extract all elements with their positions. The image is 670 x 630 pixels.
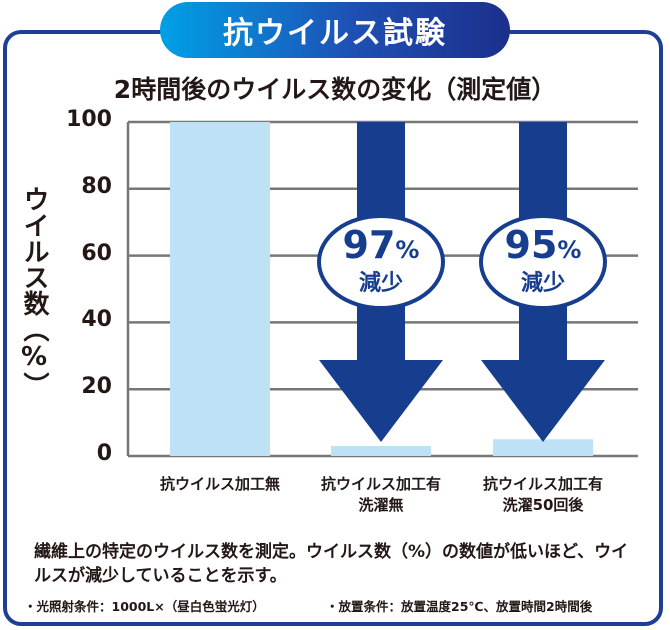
storage-condition: ・放置条件：放置温度25℃、放置時間2時間後	[326, 599, 593, 614]
y-tick-label: 40	[81, 307, 112, 333]
y-tick-label: 20	[81, 374, 112, 400]
x-category-label: 抗ウイルス加工有 洗濯無	[306, 474, 456, 516]
x-category-label: 抗ウイルス加工無	[145, 474, 295, 495]
title-badge: 抗ウイルス試験	[160, 2, 510, 58]
x-category-line: 抗ウイルス加工無	[159, 475, 280, 493]
footnote: 繊維上の特定のウイルス数を測定。ウイルス数（%）の数値が低いほど、ウイルスが減少…	[34, 542, 629, 586]
x-category-line: 抗ウイルス加工有	[320, 475, 441, 493]
y-tick-label: 80	[81, 173, 112, 199]
y-tick-label: 100	[66, 107, 112, 132]
badge-title: 抗ウイルス試験	[223, 16, 447, 51]
y-tick-label: 60	[81, 240, 112, 266]
y-tick-label: 0	[96, 441, 112, 466]
x-category-line: 抗ウイルス加工有	[482, 475, 603, 493]
chart-title: 2時間後のウイルス数の変化（測定値）	[113, 75, 557, 104]
light-condition: ・光照射条件：1000L×（昼白色蛍光灯）	[24, 599, 265, 614]
x-category-line: 洗濯無	[358, 496, 404, 514]
x-category-line: 洗濯50回後	[502, 496, 584, 514]
y-axis-label: ウイルス数（%）	[19, 186, 49, 398]
x-category-label: 抗ウイルス加工有 洗濯50回後	[468, 474, 618, 516]
